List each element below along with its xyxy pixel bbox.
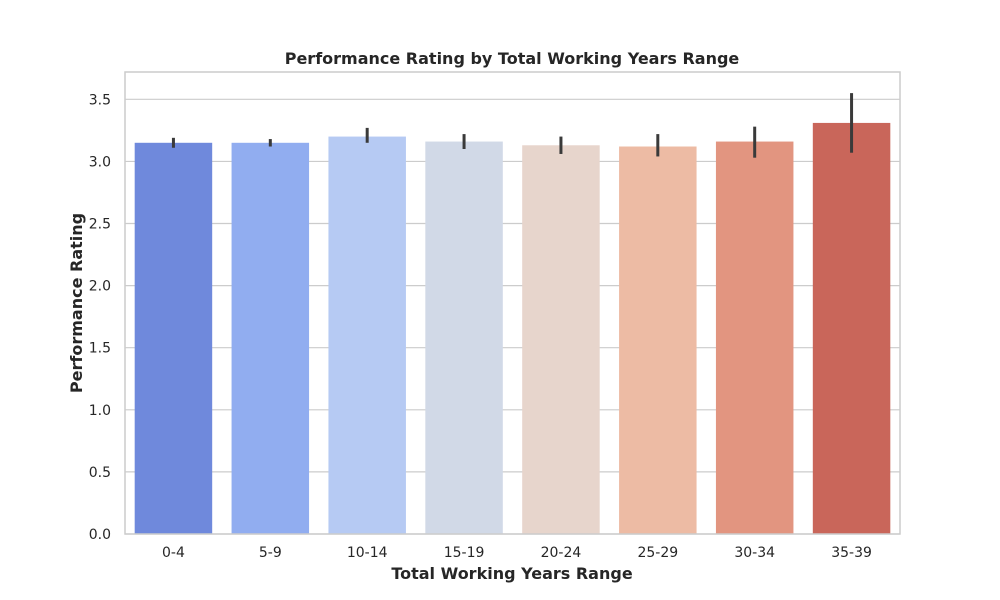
x-tick-label: 15-19 <box>444 545 485 561</box>
plot-frame <box>124 71 901 535</box>
y-axis-title: Performance Rating <box>67 213 86 393</box>
bar-0-4 <box>134 142 213 534</box>
error-bars <box>171 93 854 158</box>
bar-35-39 <box>812 122 891 534</box>
y-tick-label: 2.0 <box>89 279 111 295</box>
y-tick-label: 2.5 <box>89 217 111 233</box>
bar-15-19 <box>425 141 503 534</box>
x-tick-label: 10-14 <box>347 545 388 561</box>
bar-30-34 <box>715 141 794 534</box>
bar-5-9 <box>231 142 310 534</box>
x-axis-title: Total Working Years Range <box>391 564 632 583</box>
x-tick-label: 25-29 <box>637 545 678 561</box>
y-tick-label: 3.0 <box>89 154 111 170</box>
x-tick-labels: 0-4 5-9 10-14 15-19 20-24 25-29 30-34 35-39 <box>162 545 872 561</box>
y-tick-label: 1.0 <box>89 403 111 419</box>
y-tick-labels: 0.0 0.5 1.0 1.5 2.0 2.5 3.0 3.5 <box>89 92 111 543</box>
bar-25-29 <box>619 146 697 535</box>
bar-20-24 <box>522 145 600 534</box>
bars <box>134 122 891 535</box>
chart-title: Performance Rating by Total Working Year… <box>285 49 740 68</box>
x-tick-label: 0-4 <box>162 545 185 561</box>
y-tick-label: 0.5 <box>89 465 111 481</box>
x-tick-label: 20-24 <box>541 545 582 561</box>
y-tick-label: 1.5 <box>89 341 111 357</box>
y-tick-label: 0.0 <box>89 527 111 543</box>
x-tick-label: 35-39 <box>831 545 872 561</box>
bar-10-14 <box>328 136 406 535</box>
x-tick-label: 30-34 <box>734 545 775 561</box>
x-tick-label: 5-9 <box>259 545 282 561</box>
y-tick-label: 3.5 <box>89 92 111 108</box>
